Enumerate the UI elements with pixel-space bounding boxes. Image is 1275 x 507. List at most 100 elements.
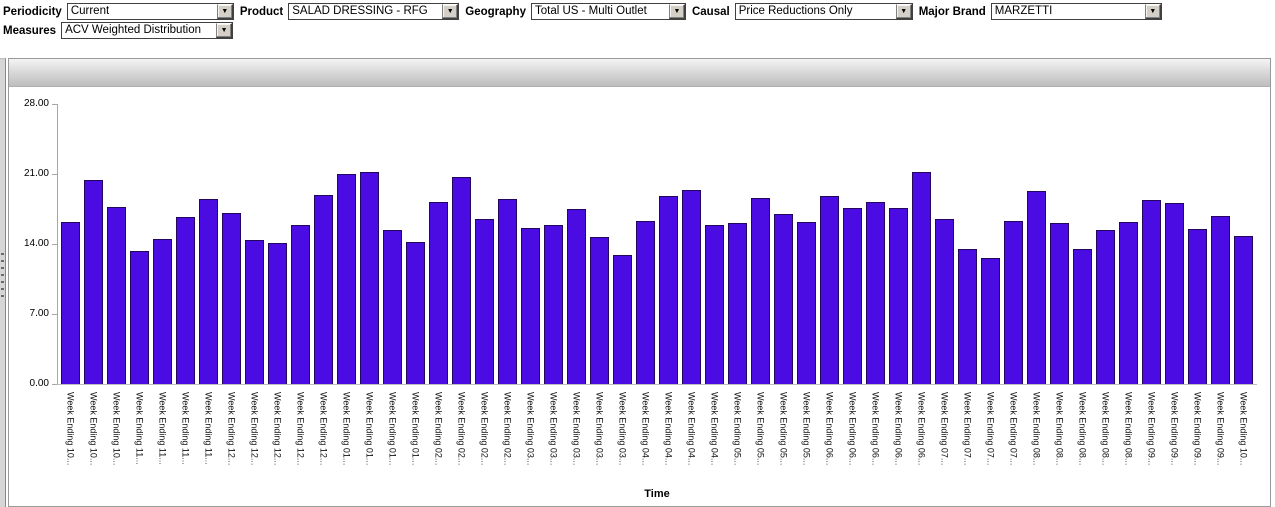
product-dropdown-button[interactable]: ▼ — [442, 4, 459, 19]
bar[interactable] — [199, 199, 218, 384]
bar-slot — [82, 104, 105, 384]
product-dropdown[interactable]: SALAD DRESSING - RFG ▼ — [288, 3, 460, 20]
geography-dropdown-button[interactable]: ▼ — [668, 4, 685, 19]
bar[interactable] — [1165, 203, 1184, 384]
bar[interactable] — [337, 174, 356, 384]
x-axis-tick-label: Week Ending 06... — [824, 392, 835, 466]
measures-dropdown-button[interactable]: ▼ — [216, 23, 233, 38]
bar[interactable] — [153, 239, 172, 384]
bar[interactable] — [521, 228, 540, 384]
bar[interactable] — [1073, 249, 1092, 384]
y-axis-label: 28.00 — [23, 98, 49, 109]
bar[interactable] — [728, 223, 747, 384]
bar[interactable] — [797, 222, 816, 384]
bar[interactable] — [544, 225, 563, 384]
bar[interactable] — [981, 258, 1000, 384]
bar-slot — [105, 104, 128, 384]
bar[interactable] — [774, 214, 793, 384]
bar[interactable] — [682, 190, 701, 384]
bar[interactable] — [222, 213, 241, 384]
x-axis-tick-label: Week Ending 01... — [341, 392, 352, 466]
bar[interactable] — [84, 180, 103, 384]
bar-slot — [1117, 104, 1140, 384]
bar[interactable] — [268, 243, 287, 384]
bar[interactable] — [705, 225, 724, 384]
bar[interactable] — [498, 199, 517, 384]
major-brand-dropdown-button[interactable]: ▼ — [1144, 4, 1161, 19]
x-axis-tick-label: Week Ending 08... — [1054, 392, 1065, 466]
bar[interactable] — [1188, 229, 1207, 384]
bar-slot — [887, 104, 910, 384]
bar-slot — [1002, 104, 1025, 384]
periodicity-dropdown-button[interactable]: ▼ — [216, 4, 233, 19]
bar[interactable] — [1004, 221, 1023, 384]
bar[interactable] — [1096, 230, 1115, 384]
bar-slot — [565, 104, 588, 384]
geography-dropdown[interactable]: Total US - Multi Outlet ▼ — [530, 3, 686, 20]
x-axis-tick-label: Week Ending 11... — [180, 392, 191, 465]
bar[interactable] — [245, 240, 264, 384]
bar[interactable] — [130, 251, 149, 384]
bar[interactable] — [314, 195, 333, 384]
x-axis-tick-label: Week Ending 09... — [1169, 392, 1180, 466]
bar[interactable] — [820, 196, 839, 384]
bar[interactable] — [889, 208, 908, 384]
bar[interactable] — [958, 249, 977, 384]
bar[interactable] — [1050, 223, 1069, 384]
bar[interactable] — [636, 221, 655, 384]
periodicity-dropdown[interactable]: Current ▼ — [66, 3, 234, 20]
bar[interactable] — [452, 177, 471, 384]
chevron-down-icon: ▼ — [673, 8, 681, 15]
bar[interactable] — [935, 219, 954, 384]
bar-slot — [427, 104, 450, 384]
bar[interactable] — [843, 208, 862, 384]
x-axis-tick-label: Week Ending 04... — [663, 392, 674, 466]
bar-slot — [1048, 104, 1071, 384]
x-axis-tick-label: Week Ending 07... — [985, 392, 996, 466]
bar[interactable] — [866, 202, 885, 384]
causal-dropdown[interactable]: Price Reductions Only ▼ — [734, 3, 913, 20]
bar[interactable] — [1119, 222, 1138, 384]
causal-label: Causal — [691, 5, 730, 18]
bar[interactable] — [107, 207, 126, 384]
x-axis-tick-label: Week Ending 03... — [571, 392, 582, 466]
bar[interactable] — [176, 217, 195, 384]
x-labels: Week Ending 10... Week Ending 10... Week E… — [59, 389, 1255, 484]
panel-splitter[interactable] — [0, 58, 6, 507]
bar[interactable] — [751, 198, 770, 384]
bar[interactable] — [912, 172, 931, 384]
major-brand-dropdown[interactable]: MARZETTI ▼ — [990, 3, 1162, 20]
bar[interactable] — [1027, 191, 1046, 384]
chevron-down-icon: ▼ — [900, 8, 908, 15]
x-axis-tick-label: Week Ending 08... — [1100, 392, 1111, 466]
bar[interactable] — [567, 209, 586, 384]
causal-dropdown-button[interactable]: ▼ — [895, 4, 912, 19]
filter-row-2: Measures ACV Weighted Distribution ▼ — [0, 20, 1275, 39]
bar[interactable] — [1234, 236, 1253, 384]
bar[interactable] — [429, 202, 448, 384]
x-axis-tick-label: Week Ending 01... — [364, 392, 375, 466]
bar[interactable] — [1211, 216, 1230, 384]
measures-label: Measures — [3, 24, 57, 37]
bar-slot — [59, 104, 82, 384]
y-tick — [52, 244, 57, 245]
bar-slot — [381, 104, 404, 384]
bar[interactable] — [1142, 200, 1161, 384]
bar[interactable] — [383, 230, 402, 384]
bar[interactable] — [475, 219, 494, 384]
bar[interactable] — [61, 222, 80, 384]
x-axis-tick-label: Week Ending 11... — [134, 392, 145, 465]
bar[interactable] — [291, 225, 310, 384]
bar[interactable] — [590, 237, 609, 384]
bar[interactable] — [613, 255, 632, 384]
y-axis — [57, 104, 58, 385]
geography-value: Total US - Multi Outlet — [534, 5, 647, 17]
bar[interactable] — [659, 196, 678, 384]
bar-slot — [128, 104, 151, 384]
x-axis-tick-label: Week Ending 07... — [962, 392, 973, 466]
y-tick — [52, 314, 57, 315]
bar[interactable] — [360, 172, 379, 384]
bar[interactable] — [406, 242, 425, 384]
x-axis-tick-label: Week Ending 04... — [686, 392, 697, 466]
measures-dropdown[interactable]: ACV Weighted Distribution ▼ — [61, 22, 234, 39]
